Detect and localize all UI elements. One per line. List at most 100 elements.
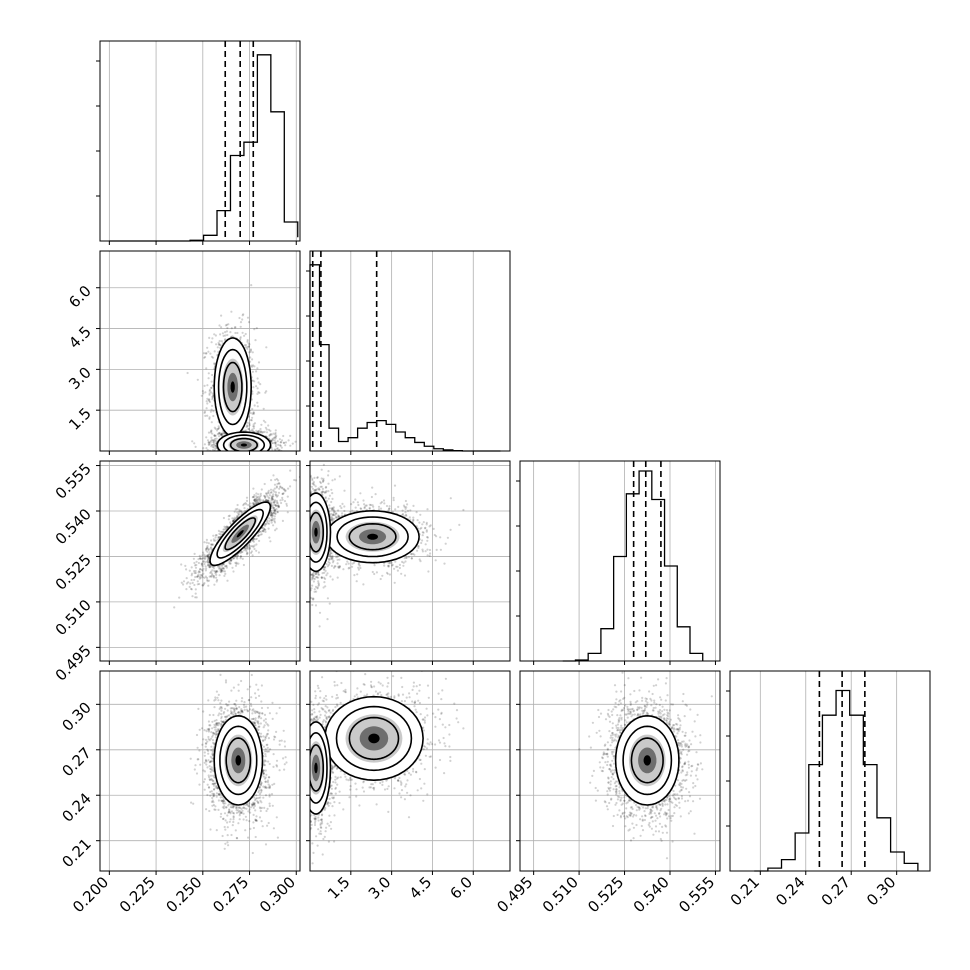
- scatter-point: [218, 431, 221, 434]
- scatter-point: [206, 555, 209, 558]
- scatter-point: [213, 362, 216, 365]
- histogram: [754, 671, 919, 872]
- scatter-point: [201, 584, 205, 587]
- scatter-point: [237, 562, 240, 565]
- scatter-point: [250, 364, 253, 367]
- scatter-point: [283, 441, 286, 444]
- scatter-point: [234, 331, 237, 335]
- scatter-point: [225, 525, 228, 529]
- scatter-point: [185, 568, 188, 571]
- scatter-point: [200, 394, 203, 397]
- scatter-point: [244, 502, 247, 505]
- scatter-point: [253, 547, 256, 551]
- scatter-point: [266, 499, 269, 502]
- scatter-point: [279, 486, 282, 489]
- scatter-point: [210, 575, 213, 578]
- scatter-point: [236, 458, 238, 460]
- scatter-point: [263, 453, 265, 455]
- scatter-point: [211, 398, 214, 401]
- scatter-point: [205, 436, 208, 439]
- scatter-point: [212, 441, 216, 444]
- scatter-point: [283, 488, 286, 491]
- scatter-point: [274, 478, 277, 481]
- scatter-point: [221, 456, 223, 458]
- scatter-point: [279, 444, 282, 447]
- scatter-point: [264, 453, 266, 455]
- scatter-point: [234, 456, 236, 458]
- scatter-point: [271, 516, 274, 519]
- scatter-point: [273, 448, 277, 451]
- scatter-point: [229, 455, 231, 457]
- scatter-point: [226, 326, 229, 330]
- scatter-point: [217, 456, 219, 458]
- scatter-point: [241, 462, 243, 464]
- scatter-point: [196, 583, 199, 586]
- scatter-point: [200, 563, 203, 567]
- scatter-point: [274, 493, 277, 496]
- scatter-point: [216, 578, 219, 582]
- scatter-point: [245, 553, 248, 556]
- scatter-point: [212, 567, 215, 570]
- scatter-point: [253, 494, 256, 497]
- scatter-point: [293, 478, 296, 482]
- scatter-point: [208, 417, 211, 420]
- scatter-point: [219, 462, 221, 464]
- scatter-point: [210, 408, 213, 411]
- scatter-point: [220, 569, 223, 573]
- scatter-point: [249, 411, 252, 415]
- scatter-point: [246, 453, 248, 455]
- scatter-point: [212, 576, 216, 579]
- scatter-point: [209, 410, 212, 413]
- scatter-point: [244, 467, 246, 469]
- scatter-point: [279, 444, 282, 447]
- scatter-point: [241, 318, 244, 321]
- scatter-point: [265, 499, 268, 502]
- scatter-point: [272, 453, 274, 455]
- scatter-point: [243, 455, 245, 457]
- scatter-point: [270, 495, 273, 498]
- scatter-point: [256, 367, 259, 370]
- scatter-point: [236, 453, 238, 455]
- scatter-point: [222, 563, 225, 566]
- scatter-point: [220, 340, 223, 343]
- scatter-point: [273, 517, 276, 520]
- scatter-point: [214, 444, 217, 448]
- scatter-point: [237, 452, 239, 454]
- scatter-point: [285, 504, 288, 507]
- scatter-point: [264, 524, 267, 527]
- scatter-point: [223, 455, 225, 457]
- y-tick-label: 6.0: [65, 282, 95, 312]
- scatter-point: [258, 391, 261, 394]
- scatter-point: [242, 453, 244, 455]
- scatter-point: [265, 492, 268, 496]
- scatter-point: [273, 506, 276, 510]
- scatter-point: [212, 452, 214, 454]
- scatter-point: [225, 330, 228, 333]
- scatter-point: [188, 585, 191, 589]
- scatter-point: [244, 547, 247, 550]
- scatter-point: [215, 571, 218, 574]
- scatter-point: [218, 426, 221, 429]
- contour-line: [216, 431, 272, 451]
- scatter-point: [202, 583, 205, 586]
- scatter-point: [268, 520, 271, 523]
- scatter-point: [178, 596, 181, 599]
- scatter-point: [251, 539, 254, 542]
- scatter-point: [203, 411, 206, 414]
- scatter-point: [203, 576, 206, 579]
- scatter-point: [285, 502, 288, 505]
- scatter-point: [196, 575, 200, 578]
- scatter-point: [234, 453, 236, 455]
- scatter-point: [276, 502, 279, 505]
- scatter-point: [200, 458, 202, 460]
- scatter-point: [225, 452, 227, 454]
- scatter-point: [210, 457, 212, 459]
- scatter-point: [284, 444, 287, 447]
- scatter-point: [275, 495, 278, 498]
- panel-frame: [99, 40, 301, 242]
- scatter-point: [236, 515, 239, 518]
- scatter-point: [206, 346, 209, 349]
- scatter-point: [272, 501, 275, 504]
- scatter-point: [221, 332, 224, 335]
- scatter-point: [234, 457, 236, 459]
